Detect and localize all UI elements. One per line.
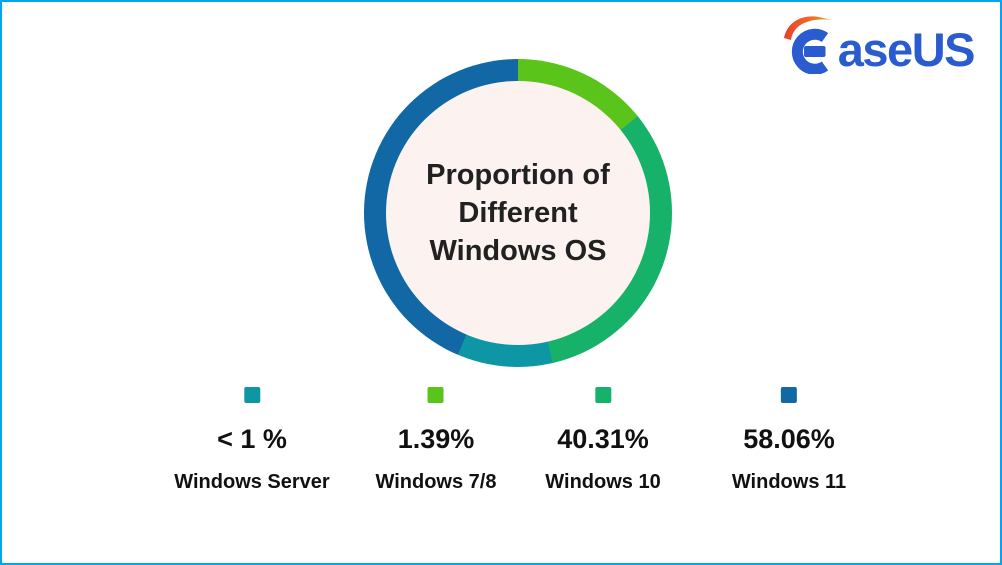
legend-swatch [594,387,611,403]
logo-swoosh-icon [783,16,833,40]
donut-ring: Proportion of Different Windows OS [364,59,672,367]
legend-value: < 1 % [217,424,287,454]
legend-swatch [243,387,260,403]
logo-c-arc [791,28,828,74]
legend-item-windows-7-8: 1.39% Windows 7/8 [375,387,497,495]
legend-label: Windows 11 [731,471,847,493]
legend-item-windows-server: < 1 % Windows Server [174,387,330,495]
legend-item-windows-10: 40.31% Windows 10 [545,387,661,495]
legend-item-windows-11: 58.06% Windows 11 [732,387,846,495]
legend-label: Windows 7/8 [375,471,497,493]
logo-wordmark: aseUS [837,23,976,76]
legend-value: 1.39% [397,424,475,454]
easeus-logo: aseUS [780,14,976,76]
donut-hole: Proportion of Different Windows OS [386,81,650,345]
chart-title-line-3: Windows OS [429,235,607,267]
legend-value: 40.31% [557,424,649,454]
logo-e-bar [803,46,826,57]
legend-label: Windows Server [174,471,330,493]
legend-swatch [427,387,444,403]
chart-title-line-2: Different [458,197,578,229]
legend-label: Windows 10 [545,471,661,493]
easeus-e-icon [783,16,833,74]
chart-title-line-1: Proportion of [426,159,610,191]
legend-value: 58.06% [743,424,835,454]
legend-swatch [780,387,797,403]
